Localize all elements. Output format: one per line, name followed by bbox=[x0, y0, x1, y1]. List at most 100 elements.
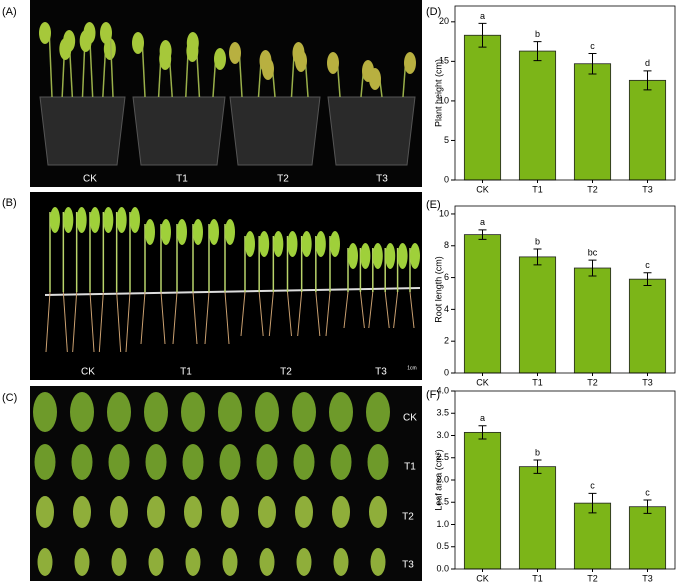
significance-letter: b bbox=[535, 447, 540, 457]
leaf bbox=[327, 52, 339, 74]
y-tick-label: 2.5 bbox=[436, 452, 449, 462]
leaf bbox=[329, 392, 353, 432]
y-tick-label: 1.5 bbox=[436, 497, 449, 507]
x-tick-label: T3 bbox=[642, 377, 653, 387]
leaf bbox=[130, 207, 140, 233]
leaf bbox=[177, 219, 187, 245]
root bbox=[160, 291, 166, 345]
root bbox=[192, 291, 198, 345]
root bbox=[72, 291, 78, 353]
leaf bbox=[73, 496, 91, 528]
leaf bbox=[295, 496, 313, 528]
leaf bbox=[76, 207, 87, 233]
leaf bbox=[70, 392, 94, 432]
bar bbox=[573, 267, 612, 374]
leaf bbox=[372, 243, 383, 269]
significance-letter: d bbox=[645, 58, 650, 68]
leaf bbox=[103, 207, 114, 233]
bar bbox=[463, 431, 502, 570]
y-tick-label: 10 bbox=[439, 208, 449, 218]
y-tick-label: 0 bbox=[444, 174, 449, 184]
leaf bbox=[37, 548, 53, 576]
scale-label: 1cm bbox=[407, 365, 416, 371]
root bbox=[315, 291, 321, 337]
error-bar bbox=[478, 425, 487, 440]
error-bar bbox=[588, 492, 597, 514]
leaf bbox=[145, 444, 167, 480]
leaf bbox=[144, 392, 168, 432]
leaf bbox=[159, 48, 172, 70]
leaf bbox=[182, 444, 204, 480]
y-tick-label: 15 bbox=[439, 56, 449, 66]
bar bbox=[518, 466, 557, 570]
y-tick-label: 2 bbox=[444, 336, 449, 346]
photo-label: CK bbox=[81, 367, 95, 378]
leaf bbox=[366, 392, 390, 432]
photo-decoration bbox=[33, 22, 421, 576]
bar bbox=[463, 34, 502, 181]
root bbox=[343, 291, 349, 329]
photo-label: T1 bbox=[404, 462, 416, 473]
leaf bbox=[214, 48, 226, 70]
y-tick-label: 2.0 bbox=[436, 474, 449, 484]
significance-letter: a bbox=[480, 11, 485, 21]
leaf bbox=[63, 207, 74, 233]
y-tick-label: 20 bbox=[439, 16, 449, 26]
leaf bbox=[79, 30, 92, 52]
significance-letter: b bbox=[535, 236, 540, 246]
y-tick-label: 8 bbox=[444, 240, 449, 250]
leaf bbox=[225, 219, 235, 245]
significance-letter: c bbox=[645, 487, 650, 497]
leaf bbox=[132, 32, 144, 54]
x-tick-label: T1 bbox=[532, 184, 543, 194]
y-tick-label: 0.5 bbox=[436, 541, 449, 551]
photo-label: T1 bbox=[180, 367, 192, 378]
leaf bbox=[385, 243, 396, 269]
y-tick-label: 0 bbox=[444, 367, 449, 377]
root bbox=[359, 291, 365, 329]
leaf bbox=[100, 22, 112, 44]
leaf bbox=[369, 496, 387, 528]
leaf bbox=[256, 444, 278, 480]
x-tick-label: T3 bbox=[642, 573, 653, 583]
leaf bbox=[74, 548, 90, 576]
photo-label: T3 bbox=[402, 560, 414, 571]
leaf bbox=[145, 219, 155, 245]
leaf bbox=[222, 548, 238, 576]
error-bar bbox=[533, 459, 542, 474]
root bbox=[287, 291, 292, 337]
y-tick-label: 10 bbox=[439, 95, 449, 105]
leaf bbox=[59, 38, 72, 60]
panel-label: (B) bbox=[2, 197, 17, 209]
significance-letter: c bbox=[590, 481, 595, 491]
error-bar bbox=[588, 52, 597, 75]
panel-label: (D) bbox=[426, 6, 441, 18]
bar bbox=[463, 234, 502, 374]
y-tick-label: 4 bbox=[444, 304, 449, 314]
leaf bbox=[193, 219, 203, 245]
leaf bbox=[161, 219, 171, 245]
leaf bbox=[110, 496, 128, 528]
leaf bbox=[330, 231, 340, 257]
leaf bbox=[39, 22, 51, 44]
x-tick-label: T2 bbox=[587, 573, 598, 583]
photo-label: T2 bbox=[402, 512, 414, 523]
leaf bbox=[262, 58, 274, 80]
plot-frame bbox=[454, 205, 676, 374]
leaf bbox=[369, 68, 381, 90]
leaf bbox=[293, 444, 315, 480]
leaf bbox=[397, 243, 408, 269]
error-bar bbox=[533, 248, 542, 266]
bar bbox=[628, 278, 667, 374]
leaf bbox=[273, 231, 284, 257]
leaf bbox=[370, 548, 386, 576]
y-tick-label: 1.0 bbox=[436, 519, 449, 529]
leaf bbox=[34, 444, 56, 480]
leaf bbox=[184, 496, 202, 528]
leaf bbox=[71, 444, 93, 480]
bar bbox=[628, 79, 667, 181]
leaf bbox=[229, 42, 241, 64]
pot bbox=[229, 96, 321, 166]
leaf bbox=[367, 444, 389, 480]
significance-letter: a bbox=[480, 413, 485, 423]
